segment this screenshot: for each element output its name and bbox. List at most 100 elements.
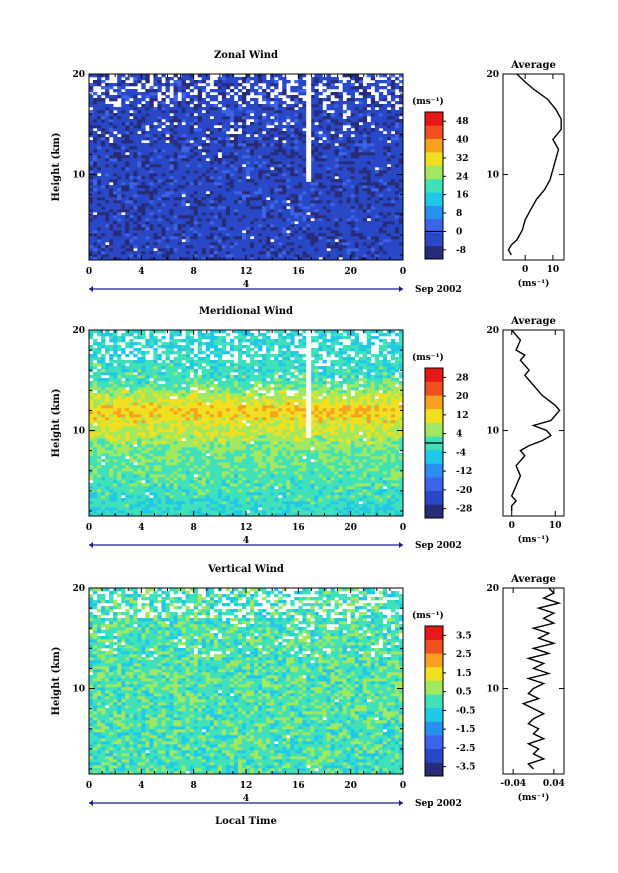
heatmap-cell xyxy=(346,122,351,126)
heatmap-cell xyxy=(157,254,162,258)
heatmap-cell xyxy=(185,134,190,138)
heatmap-cell xyxy=(145,200,150,204)
heatmap-cell xyxy=(221,236,227,240)
heatmap-cell xyxy=(141,113,146,117)
heatmap-cell xyxy=(330,164,335,168)
heatmap-cell xyxy=(189,182,194,186)
heatmap-cell xyxy=(310,125,315,129)
heatmap-cell xyxy=(93,185,98,189)
heatmap-cell xyxy=(370,248,376,252)
heatmap-cell xyxy=(390,197,396,201)
heatmap-cell xyxy=(221,206,227,210)
heatmap-cell xyxy=(370,245,376,249)
heatmap-cell xyxy=(209,191,215,195)
heatmap-cell xyxy=(282,188,287,192)
heatmap-cell xyxy=(101,128,106,132)
heatmap-cell xyxy=(390,95,396,99)
heatmap-cell xyxy=(386,128,392,132)
heatmap-cell xyxy=(185,86,190,90)
heatmap-cell xyxy=(282,173,287,177)
heatmap-cell xyxy=(173,86,178,90)
heatmap-cell xyxy=(366,74,372,78)
heatmap-cell xyxy=(398,158,404,162)
heatmap-cell xyxy=(290,504,295,508)
heatmap-cell xyxy=(326,239,331,243)
heatmap-cell xyxy=(270,158,275,162)
heatmap-cell xyxy=(334,501,339,505)
heatmap-cell xyxy=(250,221,255,225)
heatmap-cell xyxy=(173,239,178,243)
heatmap-cell xyxy=(354,77,360,81)
heatmap-cell xyxy=(201,239,207,243)
heatmap-cell xyxy=(330,197,335,201)
heatmap-cell xyxy=(302,179,307,183)
heatmap-cell xyxy=(382,170,388,174)
heatmap-cell xyxy=(322,128,327,132)
heatmap-cell xyxy=(382,158,388,162)
heatmap-cell xyxy=(101,185,106,189)
heatmap-cell xyxy=(358,242,364,246)
heatmap-cell xyxy=(398,125,404,129)
heatmap-cell xyxy=(241,122,247,126)
heatmap-cell xyxy=(145,131,150,135)
heatmap-cell xyxy=(366,510,372,514)
heatmap-cell xyxy=(201,513,207,517)
heatmap-cell xyxy=(113,182,118,186)
heatmap-cell xyxy=(157,242,162,246)
heatmap-cell xyxy=(398,182,404,186)
heatmap-cell xyxy=(306,215,311,219)
heatmap-cell xyxy=(197,86,203,90)
heatmap-cell xyxy=(105,194,110,198)
heatmap-cell xyxy=(290,137,295,141)
heatmap-cell xyxy=(302,176,307,180)
heatmap-cell xyxy=(125,164,130,168)
heatmap-cell xyxy=(310,224,315,228)
heatmap-cell xyxy=(217,230,223,234)
heatmap-cell xyxy=(241,221,247,225)
heatmap-cell xyxy=(229,113,235,117)
heatmap-cell xyxy=(101,224,106,228)
heatmap-cell xyxy=(394,188,400,192)
heatmap-cell xyxy=(101,513,106,517)
heatmap-cell xyxy=(366,185,372,189)
heatmap-cell xyxy=(157,498,162,502)
heatmap-cell xyxy=(129,248,134,252)
heatmap-cell xyxy=(274,173,279,177)
heatmap-cell xyxy=(209,107,215,111)
heatmap-cell xyxy=(266,122,271,126)
heatmap-cell xyxy=(181,185,186,189)
heatmap-cell xyxy=(290,230,295,234)
heatmap-cell xyxy=(229,176,235,180)
heatmap-cell xyxy=(322,152,327,156)
heatmap-cell xyxy=(157,170,162,174)
heatmap-cell xyxy=(338,251,343,255)
heatmap-cell xyxy=(362,161,368,165)
average-y-tick-label: 20 xyxy=(486,70,499,80)
heatmap-cell xyxy=(157,107,162,111)
heatmap-cell xyxy=(173,242,178,246)
heatmap-cell xyxy=(105,236,110,240)
heatmap-cell xyxy=(390,230,396,234)
heatmap-cell xyxy=(125,185,130,189)
heatmap-cell xyxy=(254,236,259,240)
heatmap-cell xyxy=(109,167,114,171)
heatmap-cell xyxy=(274,161,279,165)
heatmap-cell xyxy=(129,251,134,255)
heatmap-cell xyxy=(330,254,335,258)
heatmap-cell xyxy=(193,149,198,153)
heatmap-cell xyxy=(362,215,368,219)
heatmap-cell xyxy=(394,242,400,246)
heatmap-cell xyxy=(213,218,219,222)
heatmap-cell xyxy=(229,158,235,162)
heatmap-cell xyxy=(366,146,372,150)
heatmap-cell xyxy=(354,176,360,180)
heatmap-cell xyxy=(278,164,283,168)
heatmap-cell xyxy=(366,128,372,132)
heatmap-cell xyxy=(386,182,392,186)
heatmap-cell xyxy=(133,128,138,132)
heatmap-cell xyxy=(286,116,291,120)
heatmap-cell xyxy=(181,146,186,150)
heatmap-cell xyxy=(390,200,396,204)
heatmap-cell xyxy=(350,152,355,156)
heatmap-cell xyxy=(121,137,126,141)
